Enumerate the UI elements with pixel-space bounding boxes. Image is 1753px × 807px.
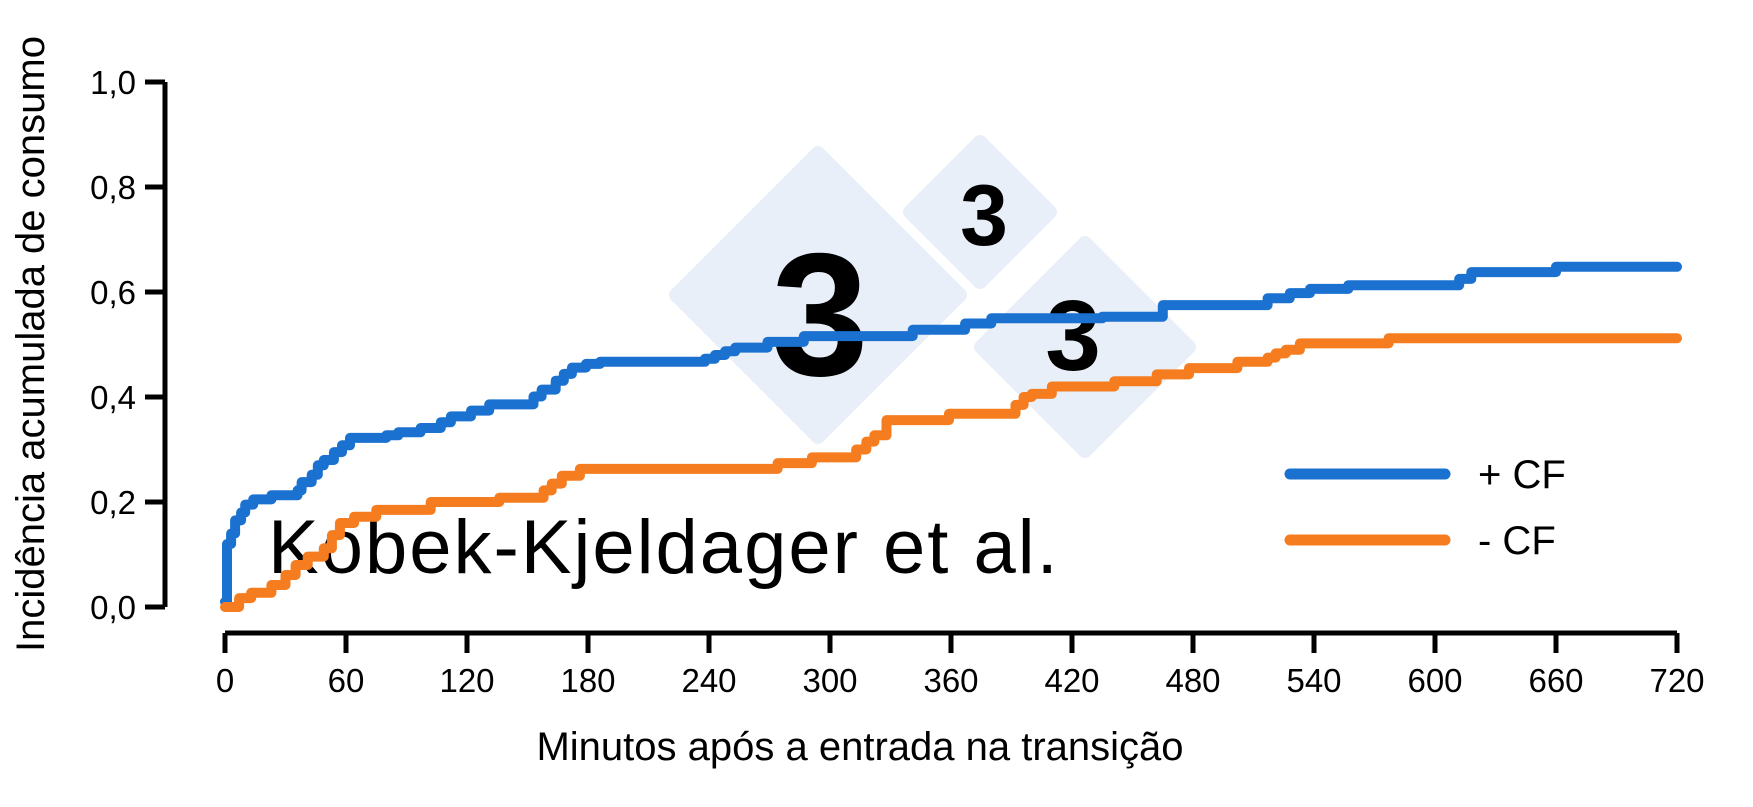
watermark-diamond	[903, 135, 1057, 289]
watermark-digit: 3	[960, 168, 1008, 264]
y-tick-label: 1,0	[90, 64, 136, 101]
x-tick-label: 420	[1044, 662, 1099, 699]
x-tick-label: 300	[802, 662, 857, 699]
legend-label-plus-cf: + CF	[1478, 453, 1566, 497]
x-tick-label: 660	[1528, 662, 1583, 699]
series-line-+CF	[220, 261, 1682, 607]
x-tick-label: 480	[1165, 662, 1220, 699]
y-axis-title: Incidência acumulada de consumo	[9, 36, 53, 652]
watermark-digit: 3	[771, 218, 868, 413]
x-tick-label: 600	[1407, 662, 1462, 699]
y-tick-label: 0,4	[90, 379, 136, 416]
watermark-text: Kobek-Kjeldager et al.	[268, 505, 1060, 590]
x-tick-label: 60	[328, 662, 365, 699]
watermark-diamonds: 333	[669, 135, 1196, 458]
x-tick-label: 720	[1649, 662, 1704, 699]
legend: + CF - CF	[1284, 453, 1566, 563]
x-tick-label: 360	[923, 662, 978, 699]
x-tick-label: 240	[681, 662, 736, 699]
x-tick-label: 120	[439, 662, 494, 699]
y-ticks: 0,0 0,2 0,4 0,6 0,8 1,0	[90, 64, 165, 626]
x-tick-label: 540	[1286, 662, 1341, 699]
y-tick-label: 0,2	[90, 484, 136, 521]
y-tick-label: 0,0	[90, 589, 136, 626]
y-tick-label: 0,8	[90, 169, 136, 206]
y-axis: 0,0 0,2 0,4 0,6 0,8 1,0 Incidência acumulada …	[9, 36, 168, 652]
x-ticks: 0 60 120 180 240 300 360 420 480 540 600 660 720	[216, 633, 1705, 699]
series-line--CF	[220, 333, 1682, 612]
y-tick-label: 0,6	[90, 274, 136, 311]
legend-label-minus-cf: - CF	[1478, 519, 1556, 563]
watermark-digit: 3	[1045, 280, 1101, 392]
series-lines	[220, 261, 1682, 612]
x-axis: 0 60 120 180 240 300 360 420 480 540 600 660 720 Min…	[216, 630, 1705, 769]
watermark-diamond	[669, 146, 967, 444]
x-axis-title: Minutos após a entrada na transição	[536, 725, 1183, 769]
x-tick-label: 0	[216, 662, 234, 699]
x-tick-label: 180	[560, 662, 615, 699]
